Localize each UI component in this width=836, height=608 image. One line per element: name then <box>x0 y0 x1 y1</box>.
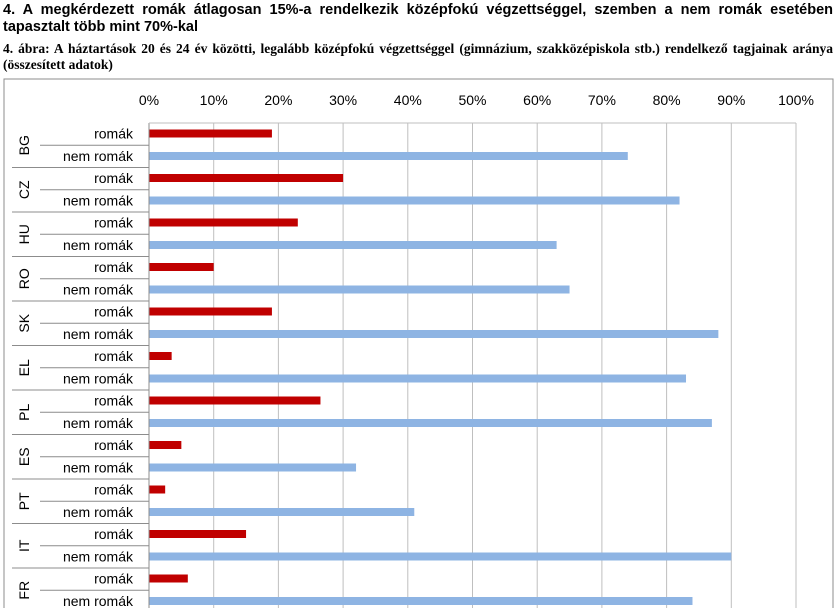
category-label: RO <box>16 268 32 289</box>
category-label: CZ <box>16 180 32 199</box>
bar-roma <box>149 307 272 316</box>
x-tick-label: 60% <box>523 92 551 108</box>
series-label: nem romák <box>63 237 134 253</box>
series-label: romák <box>94 259 134 275</box>
bar-roma <box>149 129 272 138</box>
chart-frame <box>3 78 834 608</box>
bar-roma <box>149 263 214 271</box>
bar-roma <box>149 218 298 227</box>
series-label: nem romák <box>63 148 134 164</box>
series-label: nem romák <box>63 415 134 431</box>
bar-non-roma <box>149 196 680 205</box>
series-label: romák <box>94 526 134 542</box>
category-label: PT <box>16 492 32 510</box>
x-tick-label: 80% <box>653 92 681 108</box>
bar-non-roma <box>149 285 570 294</box>
bar-non-roma <box>149 552 732 561</box>
series-label: nem romák <box>63 326 134 342</box>
bar-non-roma <box>149 419 712 427</box>
series-label: romák <box>94 126 134 142</box>
series-label: romák <box>94 304 134 320</box>
bar-roma <box>149 574 188 583</box>
figure-caption: 4. ábra: A háztartások 20 és 24 év közöt… <box>3 41 833 72</box>
series-label: romák <box>94 437 134 453</box>
series-label: nem romák <box>63 460 134 476</box>
bar-non-roma <box>149 597 693 605</box>
series-label: nem romák <box>63 282 134 298</box>
bar-roma <box>149 441 182 449</box>
series-label: romák <box>94 170 134 186</box>
series-label: romák <box>94 215 134 231</box>
category-label: FR <box>16 581 32 600</box>
x-tick-label: 100% <box>778 92 814 108</box>
series-label: romák <box>94 571 134 587</box>
series-label: nem romák <box>63 193 134 209</box>
section-heading: 4. A megkérdezett romák átlagosan 15%-a … <box>3 2 833 35</box>
x-tick-label: 90% <box>717 92 745 108</box>
bar-non-roma <box>149 463 357 472</box>
category-label: BG <box>16 135 32 155</box>
bar-non-roma <box>149 330 719 338</box>
bar-roma <box>149 174 344 182</box>
x-tick-label: 30% <box>329 92 357 108</box>
series-label: nem romák <box>63 504 134 520</box>
series-label: nem romák <box>63 549 134 565</box>
x-tick-label: 10% <box>200 92 228 108</box>
bar-roma <box>149 396 321 405</box>
series-label: nem romák <box>63 593 134 608</box>
series-label: nem romák <box>63 371 134 387</box>
category-label: HU <box>16 224 32 244</box>
bar-non-roma <box>149 374 687 383</box>
x-tick-label: 70% <box>588 92 616 108</box>
category-label: ES <box>16 447 32 466</box>
x-tick-label: 40% <box>394 92 422 108</box>
bar-roma <box>149 352 172 360</box>
bar-non-roma <box>149 241 557 249</box>
category-label: EL <box>16 359 32 376</box>
bar-roma <box>149 485 166 494</box>
series-label: romák <box>94 482 134 498</box>
bar-non-roma <box>149 508 415 516</box>
x-tick-label: 50% <box>458 92 486 108</box>
series-label: romák <box>94 393 134 409</box>
category-label: SK <box>16 313 32 332</box>
bar-non-roma <box>149 152 628 160</box>
x-tick-label: 20% <box>264 92 292 108</box>
bar-roma <box>149 530 247 538</box>
category-label: IT <box>16 539 32 552</box>
series-label: romák <box>94 348 134 364</box>
x-tick-label: 0% <box>139 92 159 108</box>
category-label: PL <box>16 403 32 420</box>
